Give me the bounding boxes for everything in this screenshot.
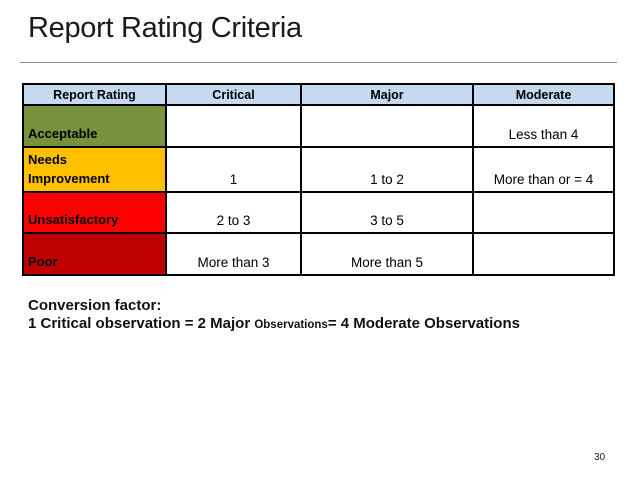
column-header-major: Major <box>300 83 474 106</box>
rating-label-cell: Unsatisfactory <box>22 191 167 234</box>
table-header-row: Report Rating Critical Major Moderate <box>22 83 615 106</box>
report-rating-table: Report Rating Critical Major Moderate Ac… <box>22 83 615 276</box>
equation-part-1: 1 Critical observation = 2 Major <box>28 315 255 332</box>
conversion-factor-label: Conversion factor: <box>28 297 162 314</box>
column-header-report-rating: Report Rating <box>22 83 167 106</box>
rating-label: Unsatisfactory <box>28 212 119 227</box>
rating-label: Needs Improvement <box>28 152 110 186</box>
major-value-cell: 1 to 2 <box>300 146 474 193</box>
equation-part-2: Observations <box>254 319 328 331</box>
rating-label-cell: Acceptable <box>22 104 167 148</box>
rating-label-cell: Needs Improvement <box>22 146 167 193</box>
equation-part-3: = 4 Moderate Observations <box>327 315 520 332</box>
rating-label: Acceptable <box>28 126 98 141</box>
critical-value-cell: 2 to 3 <box>165 191 302 234</box>
major-value-cell: 3 to 5 <box>300 191 474 234</box>
page-title: Report Rating Criteria <box>28 12 302 44</box>
column-header-critical: Critical <box>165 83 302 106</box>
rating-label: Poor <box>28 254 58 269</box>
critical-value-cell <box>165 104 302 148</box>
conversion-factor-equation: 1 Critical observation = 2 Major Observa… <box>28 315 520 334</box>
column-header-moderate: Moderate <box>472 83 615 106</box>
major-value-cell: More than 5 <box>300 232 474 276</box>
title-divider <box>20 62 617 63</box>
moderate-value-cell: Less than 4 <box>472 104 615 148</box>
slide-page-number: 30 <box>594 452 606 463</box>
table-row-poor: Poor More than 3 More than 5 <box>22 232 615 276</box>
critical-value-cell: 1 <box>165 146 302 193</box>
table-row-needs-improvement: Needs Improvement 1 1 to 2 More than or … <box>22 146 615 193</box>
table-row-unsatisfactory: Unsatisfactory 2 to 3 3 to 5 <box>22 191 615 234</box>
moderate-value-cell <box>472 232 615 276</box>
moderate-value-cell: More than or = 4 <box>472 146 615 193</box>
conversion-factor-note: Conversion factor: 1 Critical observatio… <box>28 297 520 334</box>
critical-value-cell: More than 3 <box>165 232 302 276</box>
rating-label-cell: Poor <box>22 232 167 276</box>
moderate-value-cell <box>472 191 615 234</box>
major-value-cell <box>300 104 474 148</box>
table-row-acceptable: Acceptable Less than 4 <box>22 104 615 148</box>
